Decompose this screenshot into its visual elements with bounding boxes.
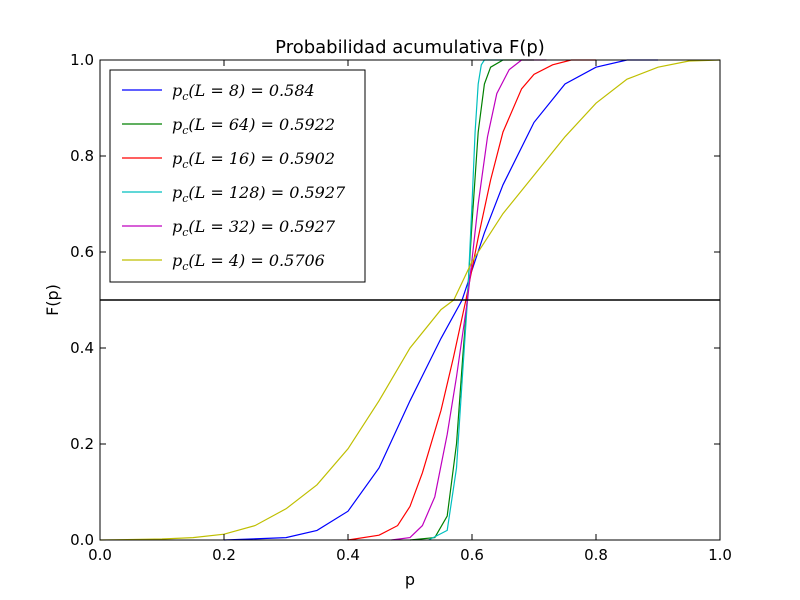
legend-label-5: pc(L = 4) = 0.5706 xyxy=(172,251,325,273)
axis-ticks: 0.0 0.2 0.4 0.6 0.8 1.0 0.0 0.2 0.4 0.6 0.8 1.0 xyxy=(70,51,732,564)
series-line-2 xyxy=(347,59,596,541)
chart-title: Probabilidad acumulativa F(p) xyxy=(275,37,545,58)
y-tick-label-0: 0.0 xyxy=(70,531,94,549)
series-line-3 xyxy=(428,59,503,541)
x-tick-label-0: 0.0 xyxy=(88,546,112,564)
x-tick-label-5: 1.0 xyxy=(708,546,732,564)
x-tick-label-1: 0.2 xyxy=(212,546,236,564)
legend-label-2: pc(L = 16) = 0.5902 xyxy=(172,149,335,171)
x-axis-label: p xyxy=(405,570,415,589)
legend: pc(L = 8) = 0.584 pc(L = 64) = 0.5922 pc(L… xyxy=(109,69,366,283)
plot-frame xyxy=(99,59,721,541)
legend-label-1: pc(L = 64) = 0.5922 xyxy=(172,115,335,137)
y-tick-label-4: 0.8 xyxy=(70,147,94,165)
x-tick-label-4: 0.8 xyxy=(584,546,608,564)
x-tick-label-2: 0.4 xyxy=(336,546,360,564)
legend-label-4: pc(L = 32) = 0.5927 xyxy=(172,217,336,239)
y-tick-label-2: 0.4 xyxy=(70,339,94,357)
y-axis-label: F(p) xyxy=(43,284,62,316)
legend-label-0: pc(L = 8) = 0.584 xyxy=(172,81,315,103)
legend-box xyxy=(109,69,366,283)
x-tick-label-3: 0.6 xyxy=(460,546,484,564)
y-tick-label-3: 0.6 xyxy=(70,243,94,261)
series-line-5 xyxy=(99,59,721,541)
y-tick-label-5: 1.0 xyxy=(70,51,94,69)
legend-label-3: pc(L = 128) = 0.5927 xyxy=(172,183,346,205)
y-tick-label-1: 0.2 xyxy=(70,435,94,453)
